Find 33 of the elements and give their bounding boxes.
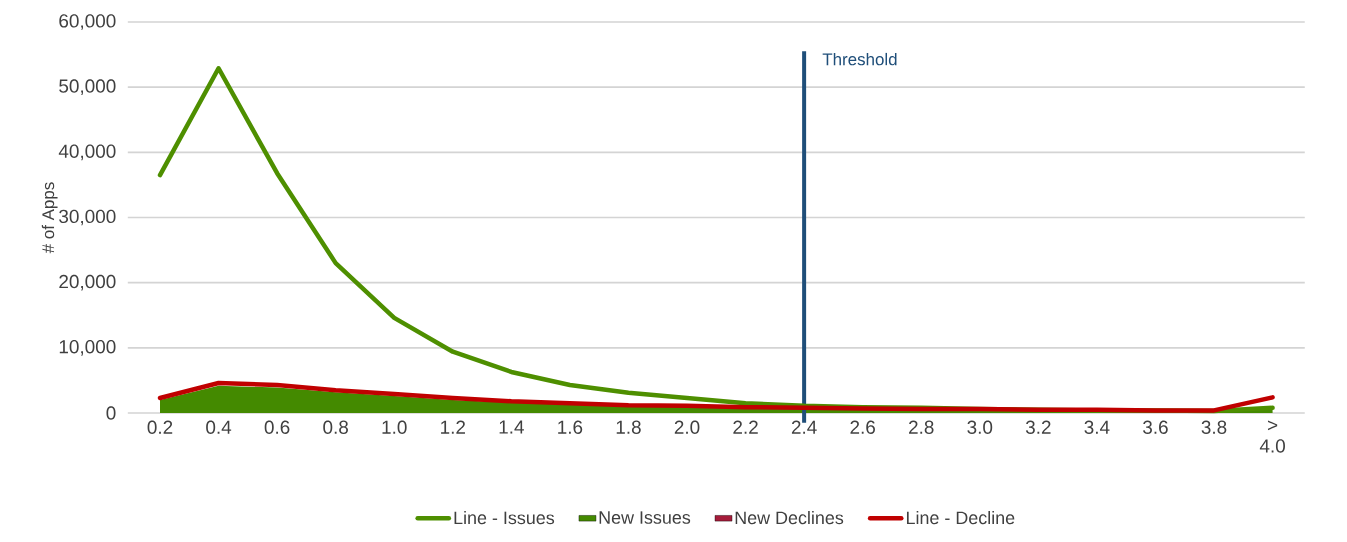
- x-tick-label: 3.0: [967, 420, 993, 434]
- x-tick-label: 2.2: [733, 420, 758, 434]
- legend-label: Line - Issues: [454, 511, 555, 525]
- y-tick-label: 30,000: [59, 209, 116, 226]
- y-tick-label: 60,000: [59, 14, 116, 30]
- x-tick-label: 1.4: [499, 420, 524, 434]
- x-tick-label: > 4.0: [1259, 420, 1285, 453]
- x-tick-label: 0.8: [323, 420, 348, 434]
- x-tick-label: 0.2: [147, 420, 173, 434]
- x-tick-label: 3.8: [1201, 420, 1227, 434]
- x-tick-label: 0.6: [264, 420, 290, 434]
- ref-line-label: Threshold: [822, 52, 897, 66]
- legend-label: Line - Decline: [906, 511, 1015, 525]
- x-tick-label: 1.8: [616, 420, 641, 434]
- x-tick-label: 3.2: [1025, 420, 1051, 434]
- y-axis-title: # of Apps: [41, 182, 58, 254]
- x-tick-label: 1.2: [441, 420, 465, 434]
- x-tick-label: 2.0: [674, 420, 700, 434]
- x-tick-label: 2.8: [909, 420, 934, 434]
- x-tick-label: 3.6: [1143, 420, 1168, 434]
- legend-label: New Issues: [599, 511, 691, 524]
- x-tick-label: 3.4: [1084, 420, 1110, 434]
- y-tick-label: 40,000: [58, 144, 116, 161]
- y-tick-label: 50,000: [59, 79, 116, 95]
- x-tick-label: 1.0: [382, 420, 407, 434]
- x-tick-label: 1.6: [558, 420, 583, 434]
- y-tick-label: 20,000: [59, 274, 116, 291]
- x-tick-label: 2.4: [791, 420, 817, 434]
- legend-label: New Declines: [735, 511, 844, 525]
- x-tick-label: 0.4: [206, 420, 232, 434]
- y-tick-label: 0: [106, 406, 116, 420]
- y-tick-label: 10,000: [59, 340, 116, 356]
- x-tick-label: 2.6: [850, 420, 875, 434]
